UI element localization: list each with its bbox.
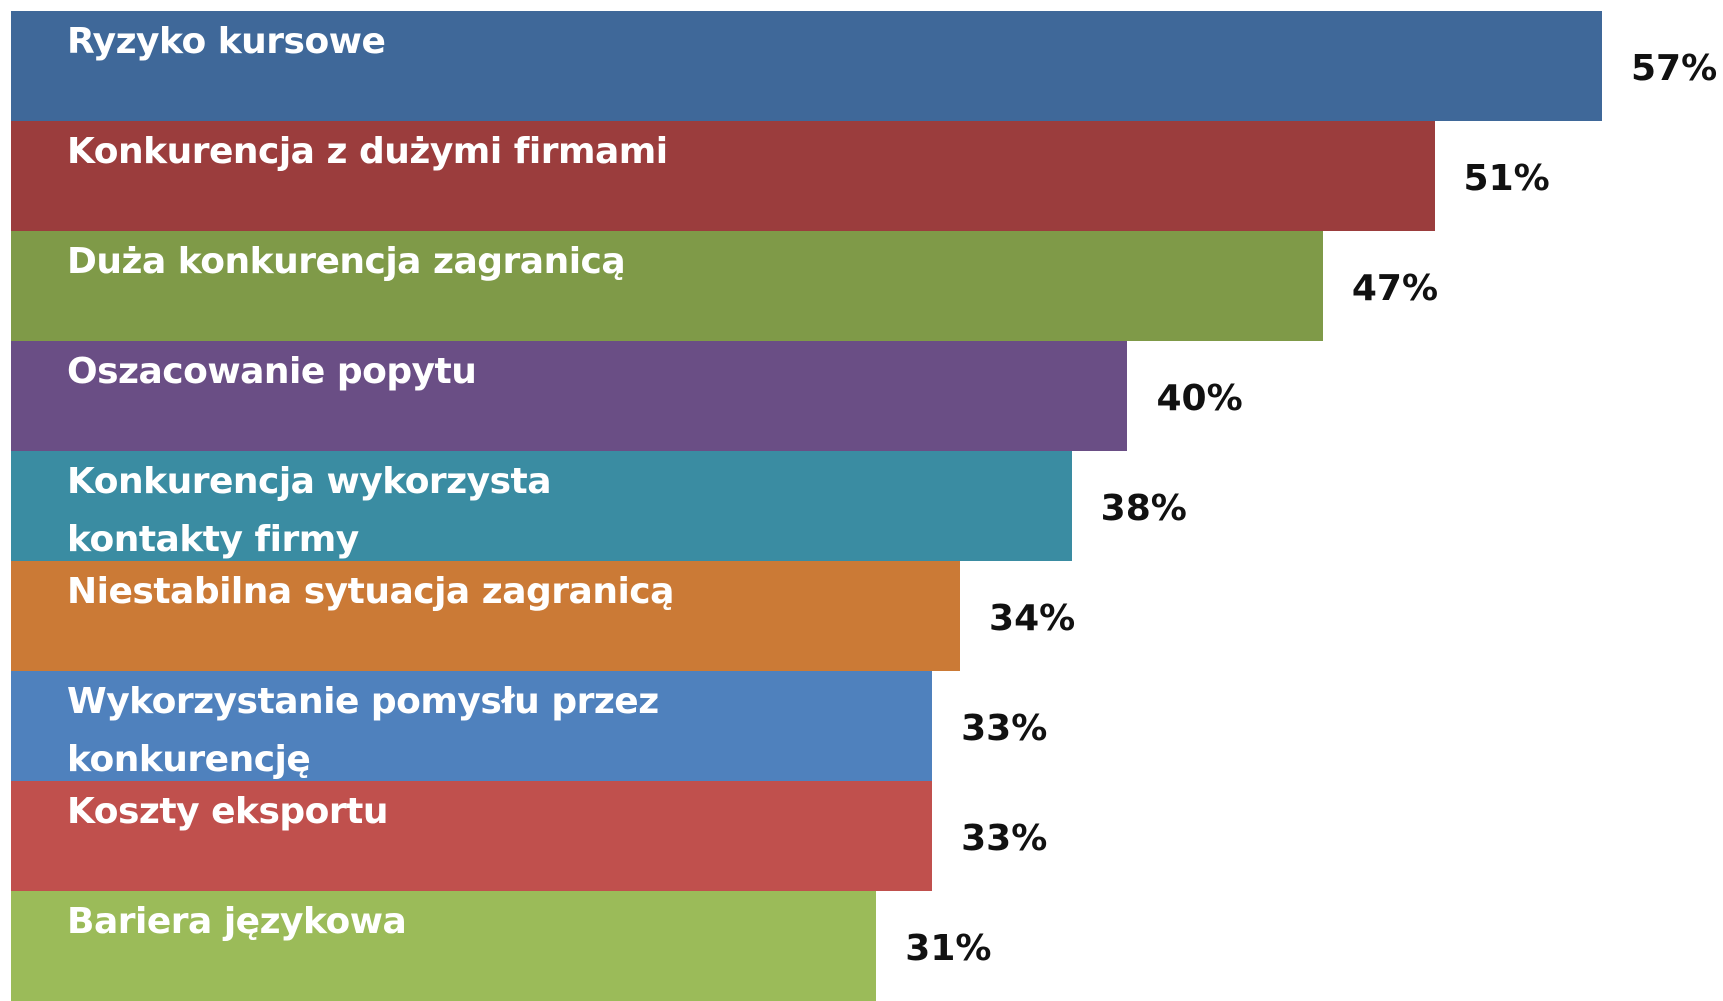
category-label: Ryzyko kursowe [67, 21, 386, 62]
value-label: 47% [1351, 268, 1439, 309]
category-label: Konkurencja wykorzysta kontakty firmy [67, 461, 552, 560]
value-label: 33% [961, 708, 1048, 749]
value-label: 33% [961, 818, 1048, 859]
bar [11, 561, 961, 671]
category-label: Niestabilna sytuacja zagranicą [67, 571, 674, 612]
bar [11, 231, 1323, 341]
category-label: Koszty eksportu [67, 791, 388, 832]
bar [11, 451, 1072, 561]
bar [11, 671, 933, 781]
bar [11, 121, 1435, 231]
bar [11, 781, 933, 891]
bar [11, 341, 1128, 451]
value-label: 34% [989, 598, 1076, 639]
bar [11, 11, 1602, 121]
value-label: 51% [1463, 158, 1550, 199]
category-label: Bariera językowa [67, 901, 407, 942]
value-label: 31% [905, 928, 992, 969]
category-label: Wykorzystanie pomysłu przez konkurencję [67, 681, 659, 780]
bar [11, 891, 877, 1001]
category-label: Konkurencja z dużymi firmami [67, 131, 668, 172]
value-label: 57% [1631, 48, 1718, 89]
value-label: 38% [1100, 488, 1187, 529]
category-label: Duża konkurencja zagranicą [67, 241, 626, 282]
category-label: Oszacowanie popytu [67, 351, 477, 392]
value-label: 40% [1156, 378, 1243, 419]
